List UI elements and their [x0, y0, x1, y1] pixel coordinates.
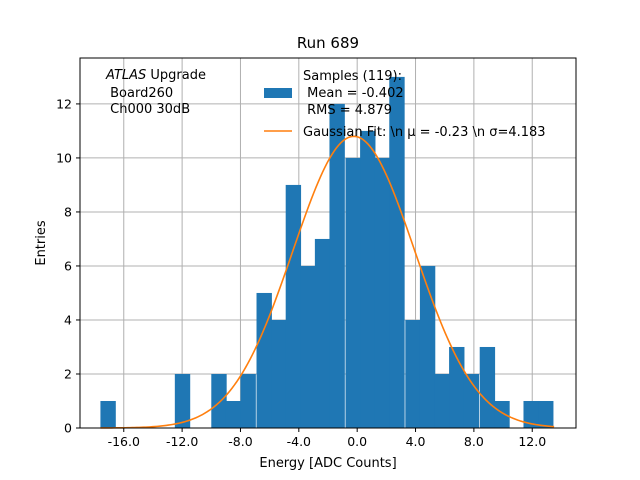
bars: [100, 76, 554, 429]
histogram-bar: [360, 130, 376, 428]
histogram-bar: [479, 346, 496, 428]
x-tick-label: 0.0: [347, 434, 367, 449]
x-tick-label: -8.0: [228, 434, 252, 449]
legend-samples-line-1: Samples (119):: [303, 69, 402, 84]
gaussian-fit-curve: [100, 135, 555, 429]
histogram-bar: [419, 265, 436, 428]
histogram-bar: [225, 400, 242, 428]
legend: Samples (119): Mean = -0.402 RMS = 4.879…: [264, 69, 546, 140]
legend-swatch-samples: [264, 88, 292, 98]
histogram-bar: [314, 238, 331, 428]
histogram-bar: [449, 346, 465, 428]
histogram-bar: [240, 373, 256, 428]
y-tick-label: 2: [64, 366, 72, 381]
y-tick-label: 10: [56, 150, 72, 165]
x-axis-label: Energy [ADC Counts]: [259, 456, 396, 471]
x-tick-label: -12.0: [166, 434, 198, 449]
histogram-bar: [285, 184, 302, 428]
annotation-line-2: Board260: [106, 86, 173, 101]
histogram-bar: [300, 265, 316, 428]
annotation-line-1-rest: Upgrade: [146, 68, 206, 83]
legend-fit-label: Gaussian Fit: \n μ = -0.23 \n σ=4.183: [303, 125, 546, 140]
x-tick-label: -4.0: [287, 434, 311, 449]
plot-frame: [79, 57, 577, 429]
histogram-bar: [434, 373, 450, 428]
histogram-bar: [345, 157, 361, 428]
y-tick-label: 4: [64, 312, 72, 327]
histogram-bar: [523, 400, 539, 428]
histogram-bar: [211, 373, 227, 428]
histogram-bar: [538, 400, 554, 428]
histogram-bar: [100, 400, 116, 428]
y-axis-ticks: 0 2 4 6 8 10 12: [56, 96, 80, 436]
histogram-bar: [374, 157, 391, 428]
legend-samples-line-3: RMS = 4.879: [303, 103, 392, 118]
y-tick-label: 8: [64, 204, 72, 219]
x-axis-ticks: -16.0 -12.0 -8.0 -4.0 0.0 4.0 8.0 12.0: [108, 428, 546, 449]
histogram-bar: [174, 373, 191, 428]
histogram-bar: [405, 319, 421, 428]
histogram-bar: [329, 103, 345, 428]
legend-samples-line-2: Mean = -0.402: [303, 86, 404, 101]
x-tick-label: -16.0: [108, 434, 140, 449]
annotation-italic-word: ATLAS: [105, 68, 146, 83]
y-axis-label: Entries: [34, 220, 49, 266]
x-tick-label: 4.0: [406, 434, 426, 449]
annotation-line-1: ATLAS Upgrade: [105, 68, 206, 83]
x-tick-label: 8.0: [464, 434, 484, 449]
annotation-line-3: Ch000 30dB: [106, 102, 190, 117]
histogram-bar: [271, 319, 287, 428]
chart-title: Run 689: [297, 34, 359, 52]
histogram-bar: [256, 292, 272, 428]
y-tick-label: 0: [64, 421, 72, 436]
histogram-bar: [389, 76, 405, 429]
histogram-bar: [494, 400, 510, 428]
x-tick-label: 12.0: [518, 434, 546, 449]
y-tick-label: 12: [56, 96, 72, 111]
annotation-text: ATLAS Upgrade Board260 Ch000 30dB: [105, 68, 206, 117]
y-tick-label: 6: [64, 258, 72, 273]
